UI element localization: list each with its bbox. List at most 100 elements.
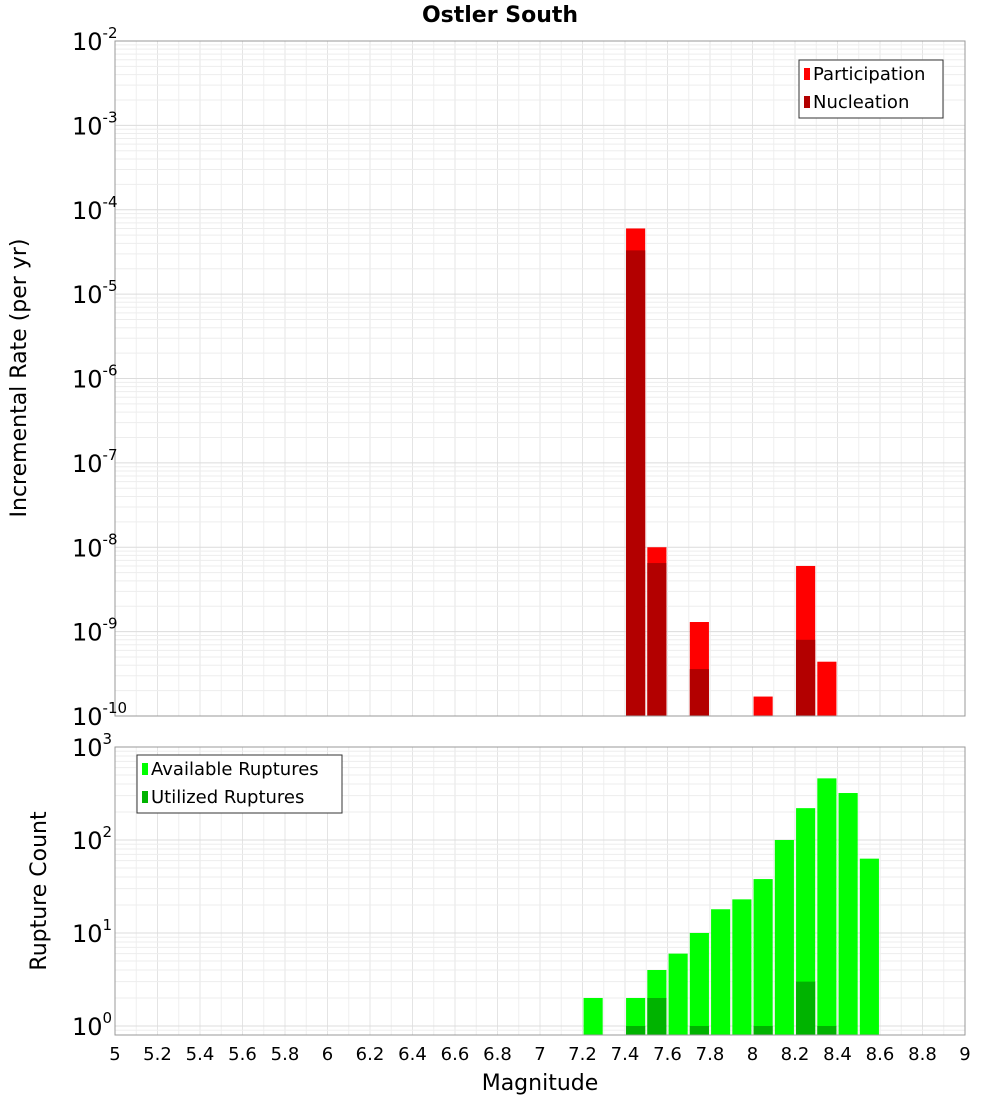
x-tick-label: 8.4 (823, 1044, 852, 1065)
rate-y-tick-base: 10 (72, 281, 103, 309)
count-bar-available-ruptures (774, 839, 794, 1035)
count-plot-frame (114, 746, 966, 1036)
x-tick-label: 6.8 (483, 1044, 512, 1065)
x-tick-label: 6.4 (398, 1044, 427, 1065)
count-y-tick-label: 102 (72, 823, 112, 855)
count-bar-available-ruptures (626, 997, 646, 1035)
rate-y-tick-base: 10 (72, 197, 103, 225)
rate-legend-label: Nucleation (813, 92, 909, 113)
count-bar-available-ruptures (583, 997, 603, 1035)
count-legend-box (136, 754, 343, 814)
rate-y-tick-exponent: -5 (103, 277, 118, 295)
rate-legend: Participation Nucleation (798, 59, 944, 119)
count-y-tick-exponent: 1 (103, 916, 113, 934)
rate-legend-box (798, 59, 944, 119)
rate-y-tick-exponent: -6 (103, 362, 118, 380)
rate-y-tick-label: 10-2 (72, 24, 118, 56)
x-tick-label: 7 (534, 1044, 545, 1065)
x-tick-label: 7.6 (653, 1044, 682, 1065)
count-y-tick-label: 100 (72, 1009, 112, 1041)
rate-y-tick-label: 10-4 (72, 193, 118, 225)
x-axis-title: Magnitude (482, 1071, 599, 1096)
rate-y-tick-base: 10 (72, 28, 103, 56)
rate-bar-participation (817, 661, 837, 716)
rate-bar-participation (753, 696, 773, 716)
rate-plot-panel: 10-1010-910-810-710-610-510-410-310-2Par… (72, 24, 966, 731)
count-bar-available-ruptures (753, 879, 773, 1035)
count-bar-utilized-ruptures (626, 1025, 646, 1035)
count-bar-available-ruptures (689, 932, 709, 1035)
rate-y-tick-base: 10 (72, 112, 103, 140)
count-legend-swatch (142, 763, 148, 775)
count-bar-available-ruptures (796, 808, 816, 1035)
rate-legend-swatch (804, 68, 810, 80)
x-tick-label: 5.6 (228, 1044, 257, 1065)
rate-y-tick-exponent: -3 (103, 108, 118, 126)
rate-y-tick-base: 10 (72, 450, 103, 478)
count-legend: Available Ruptures Utilized Ruptures (136, 754, 343, 814)
x-tick-label: 6 (322, 1044, 333, 1065)
x-tick-label: 7.2 (568, 1044, 597, 1065)
count-bar-utilized-ruptures (647, 997, 667, 1035)
rate-y-tick-exponent: -10 (103, 699, 128, 717)
count-bar-utilized-ruptures (689, 1025, 709, 1035)
rate-y-tick-label: 10-5 (72, 277, 118, 309)
rate-y-tick-base: 10 (72, 703, 103, 731)
rate-y-tick-exponent: -2 (103, 24, 118, 42)
rate-y-tick-base: 10 (72, 534, 103, 562)
count-bar-available-ruptures (838, 793, 858, 1035)
rate-y-tick-label: 10-3 (72, 108, 118, 140)
rate-y-tick-label: 10-9 (72, 615, 118, 647)
count-legend-label: Utilized Ruptures (151, 787, 304, 808)
x-tick-label: 8.2 (781, 1044, 810, 1065)
count-bar-utilized-ruptures (796, 981, 816, 1035)
count-y-tick-base: 10 (72, 920, 103, 948)
count-y-tick-exponent: 2 (103, 823, 113, 841)
rate-y-tick-exponent: -9 (103, 615, 118, 633)
rate-bar-nucleation (647, 563, 667, 716)
count-bar-available-ruptures (817, 778, 837, 1035)
rate-y-axis-title: Incremental Rate (per yr) (7, 239, 32, 518)
count-y-tick-label: 103 (72, 730, 112, 762)
rate-y-tick-exponent: -8 (103, 530, 118, 548)
x-tick-label: 6.6 (441, 1044, 470, 1065)
count-y-axis-title: Rupture Count (27, 811, 52, 971)
x-tick-label: 7.8 (696, 1044, 725, 1065)
rate-legend-label: Participation (813, 64, 925, 85)
rate-y-tick-base: 10 (72, 619, 103, 647)
x-tick-label: 5.4 (186, 1044, 215, 1065)
count-legend-swatch (142, 791, 148, 803)
x-tick-label: 5.8 (271, 1044, 300, 1065)
rate-legend-swatch (804, 96, 810, 108)
count-y-tick-exponent: 3 (103, 730, 113, 748)
chart-title: Ostler South (422, 3, 578, 28)
count-y-tick-base: 10 (72, 734, 103, 762)
x-tick-label: 6.2 (356, 1044, 385, 1065)
x-tick-label: 8 (747, 1044, 758, 1065)
rate-bar-nucleation (796, 639, 816, 716)
rate-plot-frame (114, 40, 966, 717)
x-tick-label: 9 (959, 1044, 970, 1065)
count-y-tick-exponent: 0 (103, 1009, 113, 1027)
rate-y-tick-label: 10-10 (72, 699, 127, 731)
rate-bar-nucleation (689, 669, 709, 716)
count-bar-available-ruptures (668, 953, 688, 1035)
rate-y-tick-base: 10 (72, 366, 103, 394)
count-bar-available-ruptures (859, 858, 879, 1035)
x-tick-label: 5 (109, 1044, 120, 1065)
rate-y-tick-label: 10-8 (72, 530, 118, 562)
count-y-tick-base: 10 (72, 1013, 103, 1041)
rate-y-tick-exponent: -7 (103, 446, 118, 464)
count-bar-utilized-ruptures (817, 1025, 837, 1035)
x-tick-label: 8.6 (866, 1044, 895, 1065)
rate-y-tick-label: 10-6 (72, 362, 118, 394)
count-y-tick-base: 10 (72, 827, 103, 855)
x-tick-label: 8.8 (908, 1044, 937, 1065)
rate-bar-nucleation (626, 250, 646, 717)
rate-y-tick-label: 10-7 (72, 446, 118, 478)
count-bar-utilized-ruptures (753, 1025, 773, 1035)
x-tick-label: 7.4 (611, 1044, 640, 1065)
